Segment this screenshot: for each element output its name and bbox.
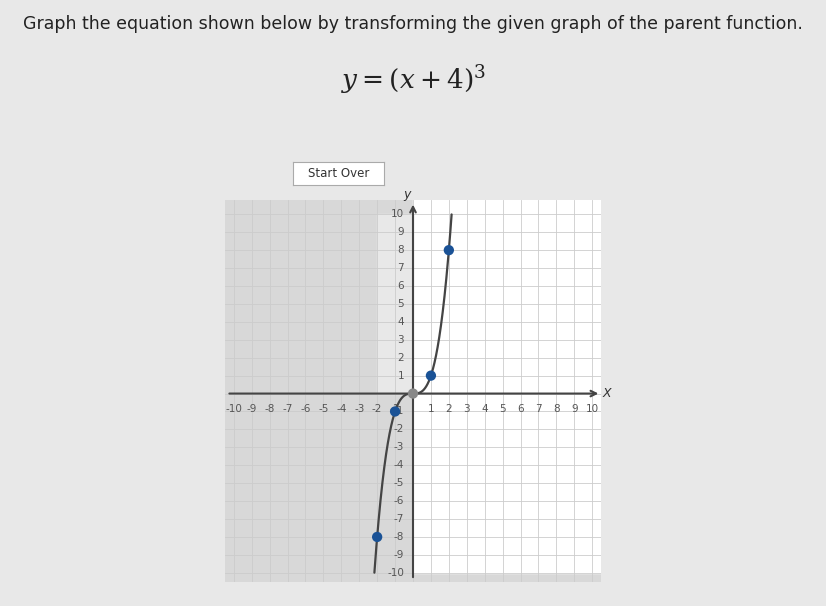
Text: Graph the equation shown below by transforming the given graph of the parent fun: Graph the equation shown below by transf…	[23, 15, 803, 33]
Text: 5: 5	[499, 404, 506, 415]
Text: 8: 8	[553, 404, 560, 415]
Text: -10: -10	[387, 568, 404, 578]
Text: 2: 2	[445, 404, 452, 415]
Text: -6: -6	[301, 404, 311, 415]
Text: y: y	[403, 188, 411, 201]
Text: -5: -5	[394, 478, 404, 488]
Text: -3: -3	[354, 404, 364, 415]
Text: -2: -2	[394, 424, 404, 435]
Text: -8: -8	[394, 532, 404, 542]
Point	[371, 532, 384, 542]
Text: 6: 6	[517, 404, 524, 415]
Text: 8: 8	[397, 245, 404, 255]
Text: $y = (x+4)^3$: $y = (x+4)^3$	[340, 64, 486, 97]
Text: -5: -5	[318, 404, 329, 415]
Bar	[377, 215, 413, 393]
Text: 3: 3	[397, 335, 404, 345]
Text: 1: 1	[397, 371, 404, 381]
Point	[425, 371, 438, 381]
Text: -4: -4	[394, 460, 404, 470]
Text: 9: 9	[571, 404, 577, 415]
Text: -9: -9	[394, 550, 404, 560]
Text: -1: -1	[394, 407, 404, 416]
Point	[388, 407, 401, 416]
Text: 2: 2	[397, 353, 404, 363]
Text: -2: -2	[372, 404, 382, 415]
Bar	[413, 196, 610, 573]
Text: -7: -7	[394, 514, 404, 524]
Text: 4: 4	[482, 404, 488, 415]
Text: 10: 10	[391, 209, 404, 219]
Text: -8: -8	[264, 404, 275, 415]
Text: -3: -3	[394, 442, 404, 452]
Text: -7: -7	[282, 404, 292, 415]
Text: 10: 10	[586, 404, 599, 415]
Text: -1: -1	[390, 404, 401, 415]
Text: 6: 6	[397, 281, 404, 291]
Text: 4: 4	[397, 317, 404, 327]
Text: 9: 9	[397, 227, 404, 237]
Point	[406, 388, 420, 398]
Text: Start Over: Start Over	[308, 167, 369, 180]
Text: -10: -10	[225, 404, 242, 415]
Text: -4: -4	[336, 404, 346, 415]
Text: 3: 3	[463, 404, 470, 415]
Text: X: X	[603, 387, 611, 400]
Text: 1: 1	[428, 404, 434, 415]
Text: 7: 7	[535, 404, 542, 415]
Text: 7: 7	[397, 263, 404, 273]
Text: -9: -9	[246, 404, 257, 415]
Text: -6: -6	[394, 496, 404, 506]
Point	[442, 245, 455, 255]
Text: 5: 5	[397, 299, 404, 309]
